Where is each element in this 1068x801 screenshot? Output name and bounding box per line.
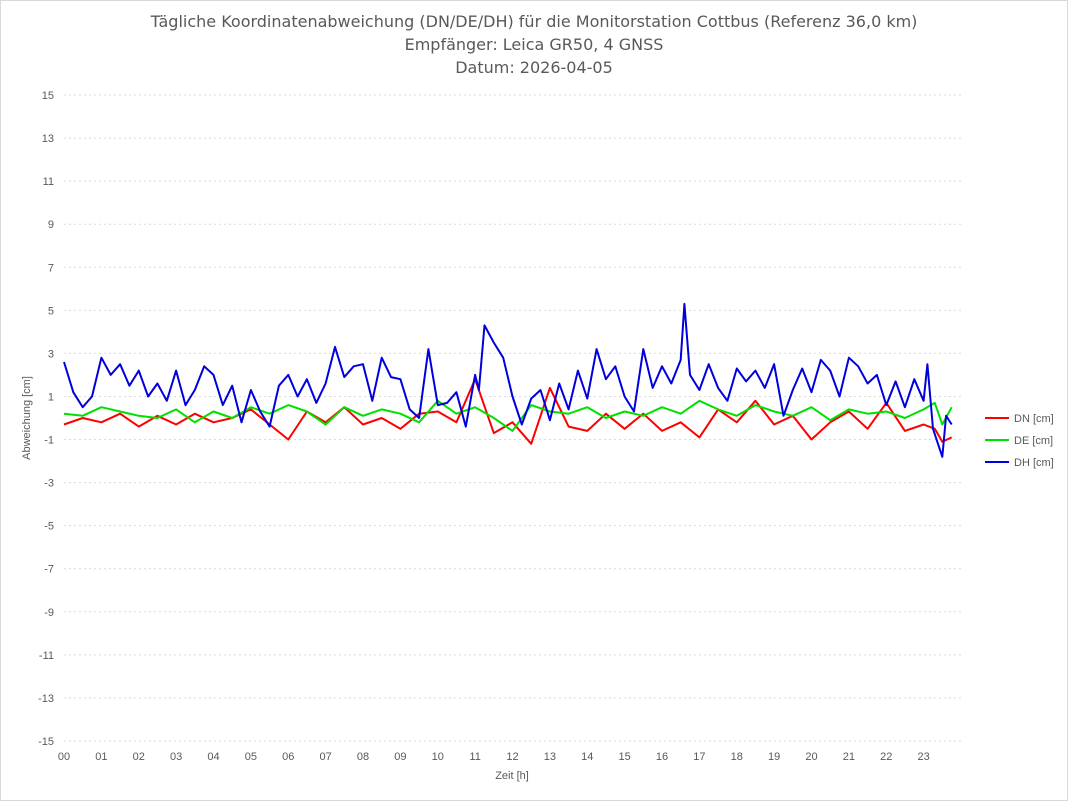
x-tick-label: 08 — [357, 751, 369, 763]
x-tick-label: 10 — [432, 751, 444, 763]
legend-label: DH [cm] — [1014, 457, 1054, 469]
x-tick-label: 05 — [245, 751, 257, 763]
y-tick-label: -13 — [38, 693, 54, 705]
x-tick-label: 01 — [95, 751, 107, 763]
y-tick-label: 11 — [43, 176, 54, 188]
x-tick-label: 15 — [619, 751, 631, 763]
y-tick-label: 3 — [48, 348, 54, 360]
y-tick-label: -9 — [44, 607, 54, 619]
y-tick-label: -7 — [44, 564, 54, 576]
series-lines — [63, 302, 953, 458]
y-tick-labels: 15 13 11 9 7 5 3 1 -1 -3 -5 -7 -9 -11 -13 -15 — [38, 90, 54, 748]
legend: DN [cm] DE [cm] DH [cm] — [985, 413, 1054, 469]
x-tick-label: 20 — [805, 751, 817, 763]
legend-label: DE [cm] — [1014, 435, 1053, 447]
y-tick-label: 9 — [48, 219, 54, 231]
y-tick-label: 13 — [42, 133, 54, 145]
series-line-de — [63, 399, 953, 432]
chart-title-line-1: Tägliche Koordinatenabweichung (DN/DE/DH… — [150, 12, 918, 31]
x-tick-labels: 00 01 02 03 04 05 06 07 08 09 10 11 12 13 14 15 16 17 18 19… — [58, 751, 930, 763]
x-tick-label: 14 — [581, 751, 593, 763]
x-tick-label: 23 — [918, 751, 930, 763]
x-tick-label: 09 — [394, 751, 406, 763]
x-tick-label: 13 — [544, 751, 556, 763]
x-tick-label: 19 — [768, 751, 780, 763]
x-tick-label: 12 — [506, 751, 518, 763]
x-tick-label: 06 — [282, 751, 294, 763]
y-tick-label: -1 — [44, 435, 54, 447]
x-tick-label: 16 — [656, 751, 668, 763]
x-tick-label: 00 — [58, 751, 70, 763]
x-tick-label: 11 — [469, 751, 480, 763]
x-tick-label: 03 — [170, 751, 182, 763]
y-tick-label: 1 — [48, 391, 54, 403]
series-line-dh — [63, 302, 953, 458]
x-tick-label: 17 — [693, 751, 705, 763]
y-axis-title: Abweichung [cm] — [21, 376, 33, 460]
x-tick-label: 18 — [731, 751, 743, 763]
chart-title-line-3: Datum: 2026-04-05 — [455, 58, 613, 77]
y-tick-label: 7 — [48, 262, 54, 274]
y-tick-label: -15 — [38, 736, 54, 748]
y-tick-label: -11 — [39, 650, 54, 662]
series-line-dn — [63, 378, 953, 445]
y-tick-label: 5 — [48, 305, 54, 317]
y-tick-label: -3 — [44, 478, 54, 490]
x-tick-label: 02 — [133, 751, 145, 763]
y-tick-label: 15 — [42, 90, 54, 102]
legend-label: DN [cm] — [1014, 413, 1054, 425]
x-tick-label: 22 — [880, 751, 892, 763]
x-tick-label: 21 — [843, 751, 855, 763]
x-tick-label: 04 — [207, 751, 219, 763]
x-axis-title: Zeit [h] — [495, 770, 529, 782]
x-tick-label: 07 — [320, 751, 332, 763]
y-tick-label: -5 — [44, 521, 54, 533]
chart-title-line-2: Empfänger: Leica GR50, 4 GNSS — [404, 35, 664, 54]
